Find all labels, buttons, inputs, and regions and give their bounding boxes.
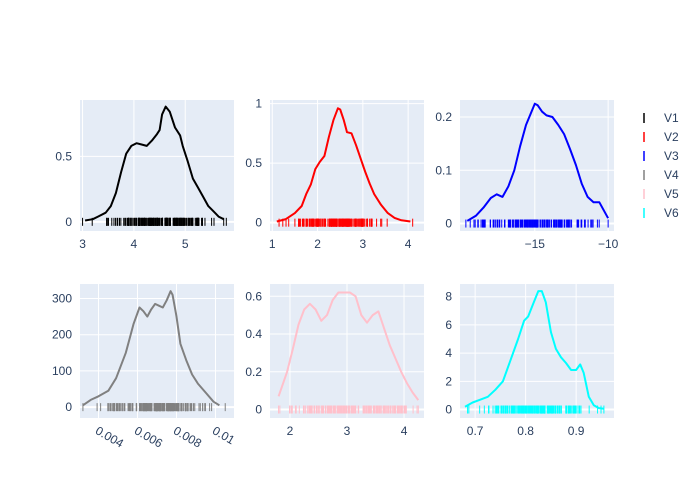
y-tick-label: 6 [445,318,452,332]
kde-line-v4 [82,290,220,407]
y-tick-label: 0.1 [435,163,452,177]
x-tick-label: 0.8 [517,424,534,438]
y-tick-label: 100 [52,364,72,378]
y-tick-label: 0 [255,403,262,417]
y-tick-label: 0 [445,217,452,231]
legend-item-v1[interactable]: V1 [643,111,679,125]
y-tick-label: 1 [255,97,262,111]
legend-item-v5[interactable]: V5 [643,187,679,201]
y-tick-label: 4 [445,346,452,360]
x-tick-label: 2 [287,424,294,438]
y-tick-label: 300 [52,291,72,305]
x-tick-label: 3 [360,237,367,251]
legend-label: V1 [664,111,679,125]
y-tick-label: 0.2 [245,365,262,379]
kde-line-v5 [277,291,420,401]
kde-line-v6 [464,290,605,410]
x-tick-label: 4 [405,237,412,251]
kde-line-v1 [84,105,225,222]
rug-v2 [278,218,414,227]
x-tick-label: 0.01 [210,423,238,447]
subplot-v5: 0 0.2 0.4 0.6 2 3 4 [245,284,424,438]
legend-label: V3 [664,149,679,163]
subplot-v3: 0 0.1 0.2 −15 −10 [435,100,619,251]
subplot-v6: 0 2 4 6 8 0.7 0.8 0.9 [445,284,614,438]
kde-line-v3 [466,102,609,222]
x-tick-label: −15 [525,237,546,251]
x-tick-label: 0.004 [93,423,126,450]
x-tick-label: 4 [131,237,138,251]
legend-label: V2 [664,130,679,144]
y-tick-label: 0 [445,403,452,417]
y-tick-label: 0.6 [245,289,262,303]
subplot-v2: 0 0.5 1 1 2 3 4 [245,97,424,251]
legend[interactable]: V1 V2 V3 V4 V5 V6 [643,111,679,220]
y-tick-label: 2 [445,374,452,388]
x-tick-label: 1 [269,237,276,251]
x-tick-label: 5 [182,237,189,251]
legend-label: V6 [664,206,679,220]
rug-v3 [465,219,609,228]
y-tick-label: 200 [52,328,72,342]
legend-item-v4[interactable]: V4 [643,168,679,182]
subplots-layer: 00.53 4 500.511 2 3 400.10.2−15 −1001002003000… [52,97,619,451]
x-tick-label: 0.008 [171,423,204,450]
x-tick-label: −10 [598,237,619,251]
y-tick-label: 0.4 [245,327,262,341]
y-tick-label: 0.5 [55,149,72,163]
rug-v5 [278,405,419,414]
legend-item-v2[interactable]: V2 [643,130,679,144]
x-tick-label: 0.7 [467,424,484,438]
kde-line-v2 [276,107,411,223]
x-tick-label: 3 [344,424,351,438]
legend-label: V4 [664,168,679,182]
y-tick-label: 8 [445,290,452,304]
legend-item-v3[interactable]: V3 [643,149,679,163]
rug-v4 [82,403,226,412]
subplot-v4: 0 100 200 300 0.004 0.006 0.008 0.01 [52,284,238,451]
rug-v1 [82,217,227,226]
plot-area-v2 [270,100,424,231]
x-tick-label: 4 [401,424,408,438]
y-tick-label: 0 [65,215,72,229]
y-tick-label: 0.5 [245,156,262,170]
x-tick-label: 3 [79,237,86,251]
plot-area-v3 [460,100,614,231]
legend-item-v6[interactable]: V6 [643,206,679,220]
y-tick-label: 0 [255,216,262,230]
rug-v6 [467,405,605,414]
legend-label: V5 [664,187,679,201]
x-tick-label: 0.9 [568,424,585,438]
plot-area-v1 [80,100,234,231]
x-tick-label: 2 [314,237,321,251]
y-tick-label: 0 [65,400,72,414]
subplot-v1: 0 0.5 3 4 5 [55,100,234,251]
y-tick-label: 0.2 [435,110,452,124]
x-tick-label: 0.006 [132,423,165,450]
